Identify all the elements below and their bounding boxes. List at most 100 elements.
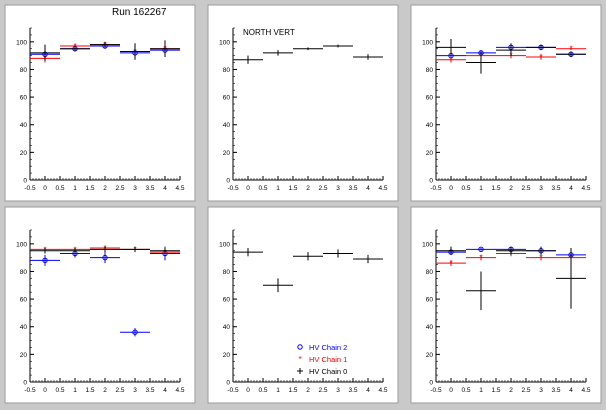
x-tick-label: 1.5 xyxy=(288,185,297,192)
x-tick-label: 2 xyxy=(103,387,107,394)
x-tick-label: 3 xyxy=(539,185,543,192)
y-tick-label: 20 xyxy=(223,150,231,157)
y-tick-label: 20 xyxy=(20,352,28,359)
x-tick-label: 0.5 xyxy=(258,387,267,394)
marker-star: * xyxy=(569,45,572,54)
x-tick-label: 2 xyxy=(509,185,513,192)
x-tick-label: 2.5 xyxy=(521,387,530,394)
y-tick-label: 20 xyxy=(426,150,434,157)
data-point-chain1: * xyxy=(436,56,466,65)
data-point-chain0 xyxy=(263,50,293,56)
x-tick-label: 4.5 xyxy=(378,387,387,394)
x-tick-label: 4 xyxy=(569,387,573,394)
y-tick-label: 0 xyxy=(226,178,230,185)
y-tick-label: 40 xyxy=(223,324,231,331)
x-tick-label: 2.5 xyxy=(115,387,124,394)
x-tick-label: -0.5 xyxy=(24,387,36,394)
data-point-chain2 xyxy=(30,254,60,266)
x-tick-label: 3.5 xyxy=(551,185,560,192)
panel-annotation: NORTH VERT xyxy=(243,28,295,37)
y-tick-label: 60 xyxy=(426,297,434,304)
data-point-chain0 xyxy=(436,39,466,56)
data-point-chain1: * xyxy=(436,259,466,268)
marker-circle xyxy=(102,254,108,261)
x-tick-label: 3.5 xyxy=(145,387,154,394)
y-tick-label: 100 xyxy=(16,39,27,46)
x-tick-label: -0.5 xyxy=(430,387,442,394)
x-tick-label: 4 xyxy=(163,185,167,192)
data-point-chain1: * xyxy=(526,254,556,263)
legend-entry: HV Chain 2 xyxy=(297,343,347,352)
data-point-chain0 xyxy=(353,54,383,60)
legend-marker-circle xyxy=(297,344,303,350)
panel-frame xyxy=(4,206,196,404)
x-tick-label: 4.5 xyxy=(581,185,590,192)
panel-frame xyxy=(207,4,399,202)
marker-circle xyxy=(42,257,48,264)
data-point-chain0 xyxy=(30,247,60,254)
x-tick-label: 1 xyxy=(73,185,77,192)
x-tick-label: 3 xyxy=(336,185,340,192)
data-point-chain0 xyxy=(233,247,263,257)
panel-frame xyxy=(207,206,399,404)
x-tick-label: 3 xyxy=(336,387,340,394)
marker-circle xyxy=(478,246,484,253)
marker-star: * xyxy=(539,53,542,62)
y-tick-label: 80 xyxy=(426,67,434,74)
data-point-chain0 xyxy=(353,254,383,264)
x-tick-label: 4.5 xyxy=(175,387,184,394)
y-tick-label: 40 xyxy=(223,122,231,129)
x-tick-label: 0 xyxy=(449,185,453,192)
y-tick-label: 20 xyxy=(426,352,434,359)
data-point-chain0 xyxy=(496,246,526,255)
legend: HV Chain 2 * HV Chain 1 HV Chain 0 xyxy=(297,343,347,376)
x-tick-label: 2 xyxy=(306,387,310,394)
y-tick-label: 40 xyxy=(426,324,434,331)
x-tick-label: 1 xyxy=(479,387,483,394)
legend-label: HV Chain 0 xyxy=(309,367,347,376)
data-point-chain0 xyxy=(263,278,293,293)
data-point-chain0 xyxy=(233,55,263,64)
x-tick-label: 4 xyxy=(366,185,370,192)
y-tick-label: 0 xyxy=(429,178,433,185)
x-tick-label: 0.5 xyxy=(461,387,470,394)
data-point-chain0 xyxy=(60,45,90,52)
data-point-chain0 xyxy=(293,47,323,51)
x-tick-label: 3 xyxy=(133,185,137,192)
legend-label: HV Chain 1 xyxy=(309,355,347,364)
legend-entry: HV Chain 0 xyxy=(297,367,347,376)
y-tick-label: 40 xyxy=(426,122,434,129)
y-tick-label: 100 xyxy=(422,39,433,46)
x-tick-label: 2 xyxy=(509,387,513,394)
y-tick-label: 60 xyxy=(20,297,28,304)
panel-frame xyxy=(410,4,602,202)
x-tick-label: 4.5 xyxy=(378,185,387,192)
y-tick-label: 60 xyxy=(223,297,231,304)
y-tick-label: 40 xyxy=(20,122,28,129)
x-tick-label: 0.5 xyxy=(258,185,267,192)
y-tick-label: 20 xyxy=(223,352,231,359)
y-tick-label: 0 xyxy=(23,178,27,185)
y-tick-label: 80 xyxy=(20,269,28,276)
data-point-chain0 xyxy=(436,246,466,255)
x-tick-label: 1.5 xyxy=(288,387,297,394)
data-point-chain0 xyxy=(496,44,526,56)
x-tick-label: 1.5 xyxy=(491,185,500,192)
x-tick-label: 1 xyxy=(276,387,280,394)
data-point-chain0 xyxy=(90,246,120,253)
x-tick-label: 3 xyxy=(539,387,543,394)
x-tick-label: 3.5 xyxy=(145,185,154,192)
marker-circle xyxy=(132,329,138,335)
canvas-title: Run 162267 xyxy=(112,7,167,18)
x-tick-label: 3.5 xyxy=(551,387,560,394)
x-tick-label: 2.5 xyxy=(318,387,327,394)
marker-star: * xyxy=(539,254,542,263)
y-tick-label: 0 xyxy=(226,380,230,387)
data-point-chain1: * xyxy=(556,45,586,54)
panel-4: -0.500.511.522.533.544.5020406080100****… xyxy=(4,206,196,404)
x-tick-label: 0 xyxy=(449,387,453,394)
x-tick-label: 0 xyxy=(246,387,250,394)
